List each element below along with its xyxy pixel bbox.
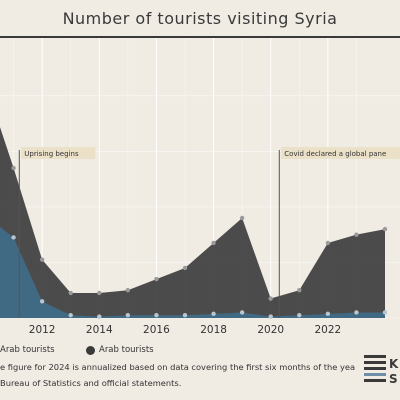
- total-point-2020: [268, 296, 273, 301]
- annotation-label-1: Covid declared a global pane: [284, 150, 386, 158]
- source-note: Bureau of Statistics and official statem…: [0, 378, 182, 388]
- x-tick-label-2012: 2012: [29, 324, 56, 336]
- legend-label-arab: Arab tourists: [99, 345, 154, 355]
- x-tick-label-2016: 2016: [143, 324, 170, 336]
- arab-point-2023: [354, 310, 359, 315]
- publisher-logo: K S: [362, 352, 400, 392]
- logo-icon: K S: [364, 355, 399, 386]
- annotation-label-0: Uprising begins: [24, 150, 79, 158]
- total-point-2024: [382, 226, 388, 232]
- total-tourists-area: [0, 127, 385, 318]
- arab-point-2024: [382, 310, 388, 315]
- x-tick-label-2014: 2014: [86, 324, 113, 336]
- arab-point-2022: [325, 311, 331, 317]
- total-point-2023: [354, 232, 359, 237]
- arab-point-2018: [211, 311, 216, 317]
- legend-item-arab-area: Arab tourists: [0, 345, 55, 355]
- legend-label-non-arab: Arab tourists: [0, 345, 55, 355]
- logo-letter-s: S: [389, 372, 398, 386]
- total-point-2012: [39, 257, 45, 262]
- x-tick-label-2018: 2018: [200, 324, 227, 336]
- total-point-2015: [125, 288, 131, 293]
- x-tick-label-2020: 2020: [257, 324, 284, 336]
- arab-point-2017: [182, 313, 188, 318]
- total-point-2013: [68, 290, 73, 296]
- total-point-2011: [11, 165, 16, 171]
- arab-point-2014: [97, 314, 102, 319]
- total-point-2017: [182, 265, 188, 271]
- arab-point-2019: [239, 310, 245, 315]
- total-point-2022: [325, 240, 331, 246]
- tourists-chart: Uprising begins Covid declared a global p…: [0, 38, 400, 336]
- x-tick-label-2022: 2022: [314, 324, 341, 336]
- footnote: e figure for 2024 is annualized based on…: [0, 362, 355, 372]
- total-point-2014: [97, 290, 102, 296]
- arab-point-2012: [39, 299, 45, 304]
- chart-area: Uprising begins Covid declared a global p…: [0, 38, 400, 338]
- total-point-2019: [239, 215, 245, 221]
- arab-point-2011: [11, 235, 16, 240]
- legend: Arab tourists Arab tourists: [0, 345, 360, 359]
- total-point-2018: [211, 240, 216, 246]
- annotation-box-1: [281, 147, 400, 159]
- arab-point-2020: [268, 314, 273, 319]
- arab-tourists-area: [0, 226, 385, 318]
- arab-point-2015: [125, 313, 131, 318]
- total-point-2016: [154, 276, 159, 282]
- total-point-2021: [297, 288, 302, 293]
- arab-point-2013: [68, 313, 73, 318]
- chart-title: Number of tourists visiting Syria: [62, 8, 338, 28]
- legend-item-arab-points: Arab tourists: [86, 345, 154, 355]
- logo-letter-k: K: [389, 357, 399, 371]
- arab-point-2016: [154, 313, 159, 318]
- annotation-box-0: [21, 147, 96, 159]
- legend-dot-icon: [86, 345, 95, 355]
- title-bar: Number of tourists visiting Syria: [0, 0, 400, 38]
- arab-point-2021: [297, 313, 302, 318]
